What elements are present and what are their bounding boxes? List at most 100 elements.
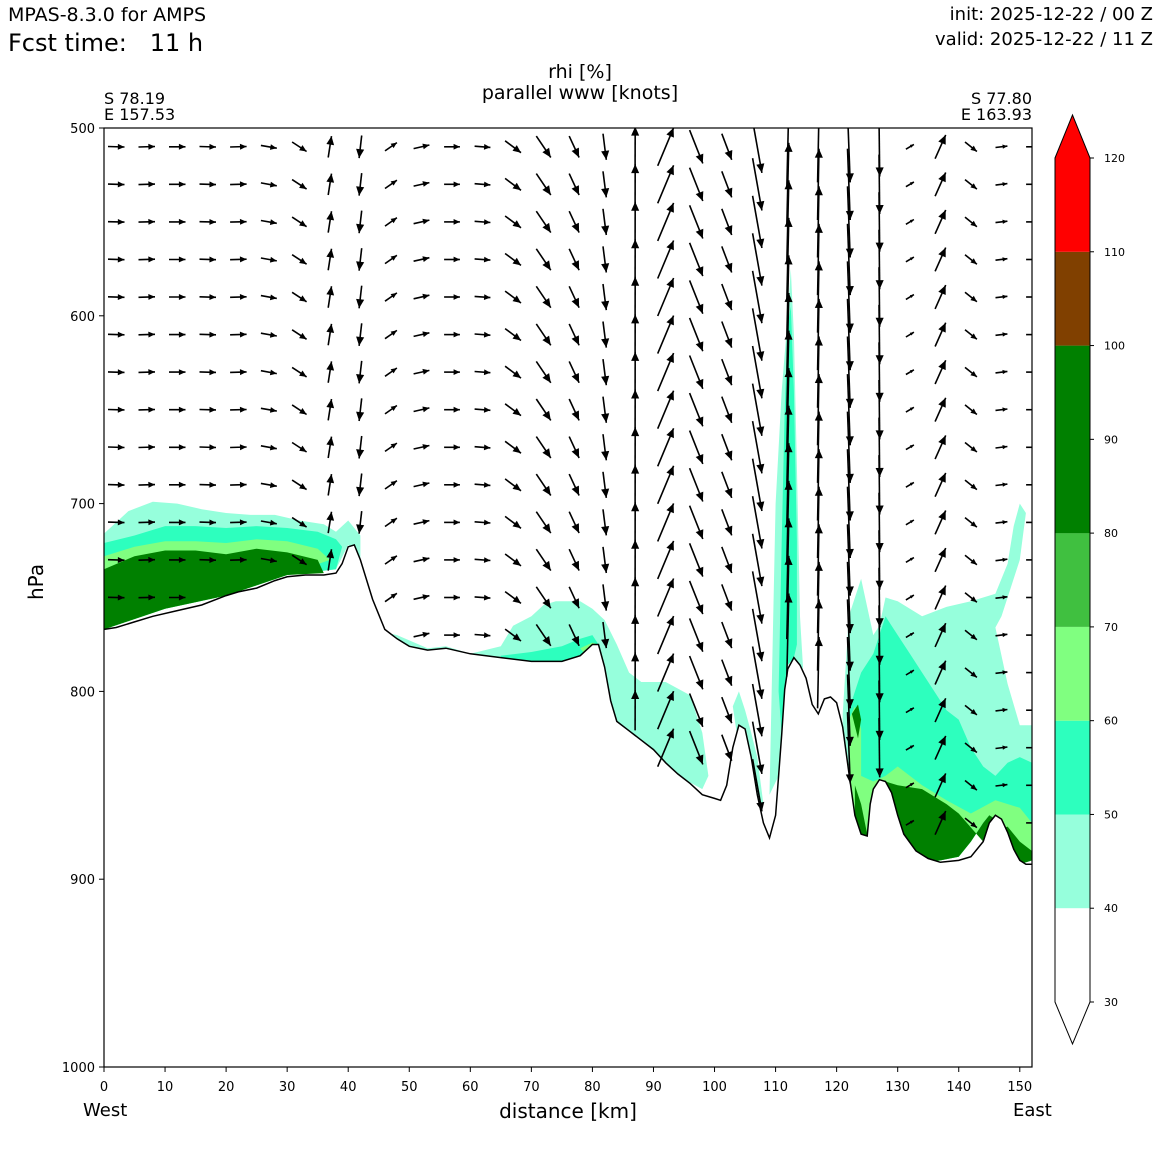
wind-vector	[504, 553, 522, 567]
wind-vector	[384, 480, 398, 490]
wind-vector	[384, 555, 398, 565]
wind-vector	[656, 128, 675, 167]
wind-vector	[199, 481, 217, 488]
rhi-region-80-100	[104, 548, 324, 630]
y-tick-label: 600	[70, 310, 95, 325]
wind-vector	[413, 256, 430, 262]
wind-vector	[934, 472, 947, 498]
wind-vector	[1026, 371, 1032, 373]
wind-vector	[905, 556, 915, 563]
wind-vector	[905, 218, 915, 225]
y-tick-label: 1000	[62, 1061, 95, 1076]
x-tick-label: 120	[824, 1080, 849, 1095]
wind-vector	[934, 697, 947, 723]
wind-vector	[444, 181, 460, 188]
wind-vector	[964, 704, 978, 716]
wind-vector	[199, 143, 217, 150]
wind-vector	[688, 167, 704, 202]
wind-vector	[905, 707, 915, 714]
wind-vector	[474, 181, 491, 188]
colorbar-bin-100-110	[1055, 251, 1090, 346]
wind-vector	[656, 352, 675, 392]
x-tick-label: 90	[645, 1080, 662, 1095]
wind-vector	[107, 256, 125, 263]
wind-vector	[934, 810, 947, 836]
wind-vector	[169, 181, 186, 188]
wind-vector	[444, 294, 460, 300]
wind-vector	[356, 173, 365, 196]
wind-vector	[751, 270, 765, 324]
wind-vector	[905, 632, 915, 639]
wind-vector	[964, 291, 978, 303]
wind-vector	[413, 143, 430, 150]
wind-vector	[568, 548, 580, 571]
x-tick-label: 0	[100, 1080, 108, 1095]
wind-vector	[601, 133, 610, 160]
wind-vector	[504, 215, 522, 229]
wind-vector	[1026, 671, 1032, 674]
wind-vector	[138, 406, 156, 413]
wind-vector	[688, 580, 704, 615]
wind-vector	[356, 360, 365, 384]
wind-vector	[169, 369, 186, 376]
wind-vector	[1026, 146, 1032, 148]
wind-vector	[784, 593, 793, 677]
y-tick-label: 500	[70, 122, 95, 137]
wind-vector	[199, 406, 217, 413]
wind-vector	[504, 290, 522, 304]
wind-vector	[474, 144, 491, 150]
wind-vector	[905, 256, 915, 263]
model-name: MPAS-8.3.0 for AMPS	[8, 4, 207, 26]
x-tick-label: 140	[946, 1080, 971, 1095]
colorbar-tick-label: 90	[1104, 433, 1118, 446]
wind-vector	[964, 141, 978, 153]
wind-vector	[138, 143, 156, 150]
wind-vector	[384, 329, 398, 340]
wind-vector	[535, 623, 552, 647]
colorbar-bin-70-80	[1055, 533, 1090, 627]
wind-vector	[504, 177, 522, 191]
wind-vector	[995, 294, 1008, 299]
wind-vector	[995, 745, 1008, 750]
wind-vector	[413, 406, 430, 413]
wind-vector	[260, 219, 277, 225]
wind-vector	[444, 557, 460, 563]
wind-vector	[138, 594, 156, 601]
wind-vector	[444, 331, 460, 338]
wind-vector	[504, 252, 522, 267]
wind-vector	[964, 667, 978, 679]
wind-vector	[504, 628, 522, 642]
wind-vector	[568, 586, 580, 609]
wind-vector	[230, 143, 247, 150]
wind-vector	[964, 629, 978, 641]
wind-vector	[751, 233, 765, 286]
wind-vector	[631, 351, 640, 393]
wind-vector	[568, 285, 580, 309]
wind-vector	[721, 621, 733, 649]
wind-vector	[656, 164, 675, 204]
wind-vector	[721, 433, 733, 461]
wind-vector	[326, 211, 335, 233]
wind-vector	[721, 171, 733, 198]
wind-vector	[905, 594, 915, 601]
wind-vector	[631, 276, 640, 318]
y-axis-label: hPa	[24, 563, 48, 600]
wind-vector	[688, 392, 704, 427]
wind-vector	[199, 444, 217, 451]
wind-vector	[444, 406, 460, 413]
wind-vector	[995, 482, 1008, 487]
wind-vector	[1026, 483, 1032, 486]
wind-vector	[721, 584, 733, 611]
valid-time: valid: 2025-12-22 / 11 Z	[935, 29, 1153, 50]
wind-vector	[230, 444, 247, 451]
wind-vector	[601, 246, 610, 273]
wind-vector	[631, 239, 640, 280]
colorbar-bin-50-60	[1055, 720, 1090, 815]
wind-vector	[751, 683, 765, 737]
wind-vector	[601, 621, 610, 649]
x-tick-label: 20	[218, 1080, 235, 1095]
wind-vector	[291, 366, 308, 378]
wind-vector	[964, 254, 978, 265]
wind-vector	[995, 369, 1008, 375]
wind-vector	[721, 509, 733, 536]
